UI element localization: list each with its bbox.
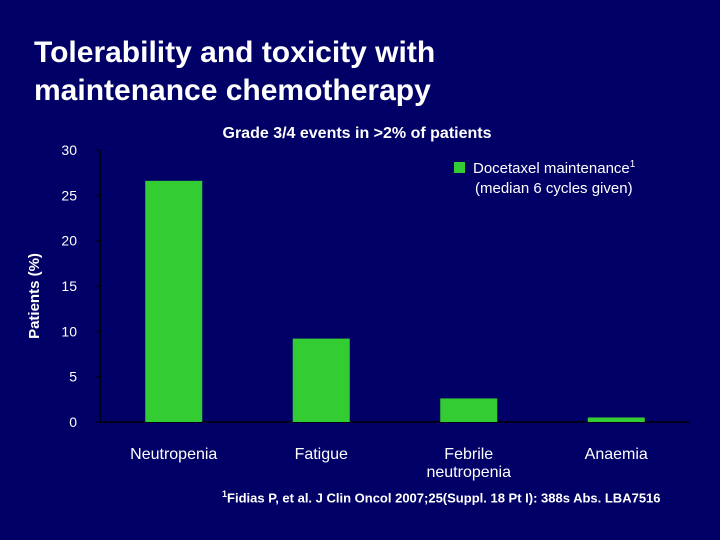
- bar: [145, 180, 203, 422]
- footnote-text: Fidias P, et al. J Clin Oncol 2007;25(Su…: [227, 490, 661, 506]
- slide-title: Tolerability and toxicity with maintenan…: [34, 34, 654, 110]
- bars: [145, 180, 645, 422]
- y-tick-label: 0: [69, 414, 77, 430]
- x-tick-label: Anaemia: [585, 446, 648, 463]
- legend-label-line-2: (median 6 cycles given): [475, 180, 633, 197]
- y-tick-label: 10: [61, 323, 77, 339]
- legend: Docetaxel maintenance1 (median 6 cycles …: [454, 159, 636, 197]
- x-tick-label: Febrile: [444, 446, 493, 463]
- bar: [292, 338, 350, 422]
- y-tick-label: 20: [61, 233, 77, 249]
- footnote: 1Fidias P, et al. J Clin Oncol 2007;25(S…: [222, 489, 661, 505]
- footnote-marker: 1: [222, 489, 228, 499]
- y-ticks: 0 5 10 15 20 25 30: [61, 142, 100, 430]
- slide-title-line-1: Tolerability and toxicity with: [34, 36, 436, 69]
- x-tick-label: neutropenia: [426, 464, 511, 481]
- x-tick-label: Neutropenia: [130, 446, 217, 463]
- slide-title-line-2: maintenance chemotherapy: [34, 74, 431, 107]
- y-tick-label: 15: [61, 278, 77, 294]
- legend-label-text: Docetaxel maintenance: [473, 160, 630, 177]
- bar: [440, 398, 498, 422]
- y-axis-label: Patients (%): [26, 253, 43, 339]
- bar: [587, 417, 645, 422]
- legend-label-superscript: 1: [630, 159, 636, 170]
- chart-title: Grade 3/4 events in >2% of patients: [223, 125, 492, 142]
- legend-swatch: [454, 162, 465, 173]
- y-tick-label: 25: [61, 187, 77, 203]
- legend-label-line-1: Docetaxel maintenance1: [473, 159, 636, 177]
- y-tick-label: 5: [69, 369, 77, 385]
- x-tick-label: Fatigue: [295, 446, 348, 463]
- y-tick-label: 30: [61, 142, 77, 158]
